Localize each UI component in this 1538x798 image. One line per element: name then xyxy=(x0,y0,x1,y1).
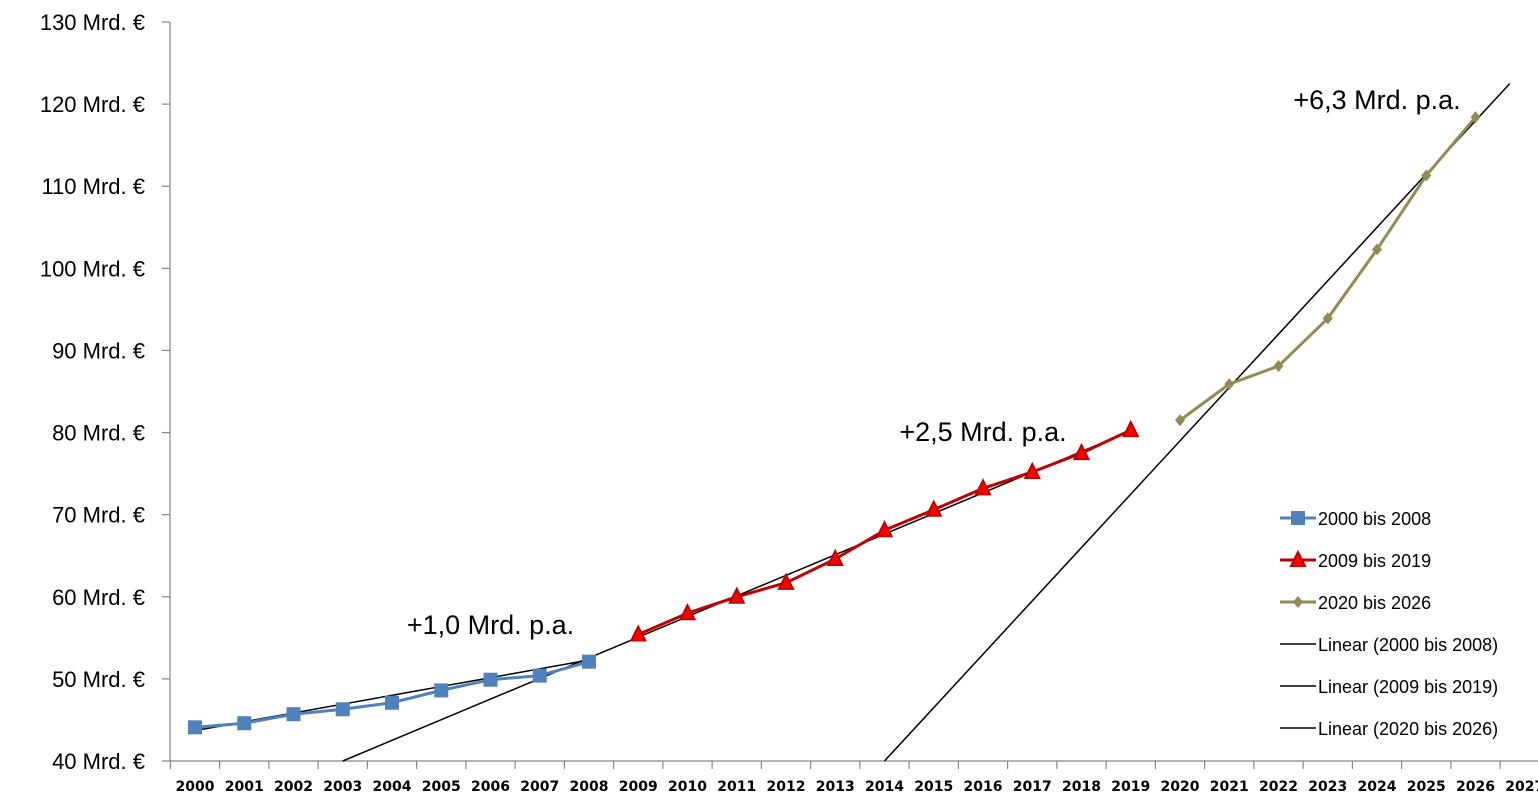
x-tick-label: 2009 xyxy=(619,779,658,795)
data-point-triangle xyxy=(1122,419,1140,438)
x-tick-label: 2002 xyxy=(274,779,313,795)
x-tick-label: 2010 xyxy=(668,779,707,795)
data-point-diamond xyxy=(1470,111,1481,124)
data-point-triangle xyxy=(925,499,943,517)
data-point-square xyxy=(335,702,350,717)
legend-entry: Linear (2000 bis 2008) xyxy=(1280,635,1498,655)
legend-label: Linear (2020 bis 2026) xyxy=(1318,719,1498,739)
data-point-diamond xyxy=(1224,378,1235,391)
series-line xyxy=(1179,116,1477,422)
data-point-triangle xyxy=(728,586,746,604)
legend-label: 2000 bis 2008 xyxy=(1318,509,1431,529)
y-tick-label: 100 Mrd. € xyxy=(40,256,145,281)
x-tick-label: 2004 xyxy=(373,779,412,795)
y-tick-label: 50 Mrd. € xyxy=(52,667,145,692)
trendlines xyxy=(194,83,1511,762)
legend-entry: 2000 bis 2008 xyxy=(1280,509,1431,529)
y-tick-label: 60 Mrd. € xyxy=(52,585,145,610)
data-point-triangle xyxy=(1289,549,1307,567)
data-point-triangle xyxy=(826,548,844,567)
legend-label: 2020 bis 2026 xyxy=(1318,593,1431,613)
data-point-square xyxy=(1291,511,1305,525)
legend-label: Linear (2000 bis 2008) xyxy=(1318,635,1498,655)
legend-entry: 2009 bis 2019 xyxy=(1280,549,1431,571)
axes: 40 Mrd. € 50 Mrd. € 60 Mrd. € 70 Mrd. € 80 M… xyxy=(40,10,1538,795)
data-point-diamond xyxy=(1293,596,1303,608)
x-tick-label: 2013 xyxy=(816,779,855,795)
x-tick-label: 2023 xyxy=(1308,779,1347,795)
x-tick-label: 2022 xyxy=(1259,779,1298,795)
x-tick-label: 2005 xyxy=(422,779,461,795)
legend-label: 2009 bis 2019 xyxy=(1318,551,1431,571)
data-point-square xyxy=(434,683,449,698)
x-tick-label: 2021 xyxy=(1210,779,1249,795)
legend-entry: Linear (2020 bis 2026) xyxy=(1280,719,1498,739)
data-point-diamond xyxy=(1421,169,1432,182)
x-tick-label: 2007 xyxy=(520,779,559,795)
data-point-diamond xyxy=(1372,243,1382,256)
x-tick-label: 2027 xyxy=(1505,779,1538,795)
data-point-diamond xyxy=(1273,360,1284,373)
data-point-diamond xyxy=(1175,414,1185,427)
x-tick-label: 2020 xyxy=(1161,779,1200,795)
x-tick-label: 2003 xyxy=(323,779,362,795)
series-line xyxy=(194,660,590,729)
x-tick-label: 2008 xyxy=(570,779,609,795)
data-point-square xyxy=(237,716,252,731)
x-tick-label: 2015 xyxy=(914,779,953,795)
y-tick-label: 40 Mrd. € xyxy=(52,749,145,774)
y-tick-label: 110 Mrd. € xyxy=(41,174,145,199)
y-tick-label: 120 Mrd. € xyxy=(40,92,145,117)
data-point-diamond xyxy=(1322,312,1333,325)
data-point-triangle xyxy=(1023,461,1041,479)
legend-entry: 2020 bis 2026 xyxy=(1280,593,1431,613)
data-point-triangle xyxy=(678,602,697,621)
data-point-triangle xyxy=(1072,442,1091,461)
x-tick-label: 2006 xyxy=(471,779,510,795)
x-tick-label: 2019 xyxy=(1111,779,1150,795)
series-group xyxy=(629,419,1140,642)
x-tick-label: 2011 xyxy=(717,779,756,795)
x-tick-label: 2026 xyxy=(1456,779,1495,795)
trendline xyxy=(883,83,1511,762)
series xyxy=(188,111,1481,735)
data-point-triangle xyxy=(777,572,795,590)
x-tick-label: 2025 xyxy=(1407,779,1446,795)
annotation-label: +1,0 Mrd. p.a. xyxy=(407,610,574,640)
y-tick-label: 90 Mrd. € xyxy=(52,338,145,363)
x-tick-label: 2012 xyxy=(767,779,806,795)
x-tick-label: 2017 xyxy=(1013,779,1052,795)
y-tick-label: 70 Mrd. € xyxy=(52,503,145,528)
data-point-square xyxy=(483,672,498,687)
data-point-square xyxy=(188,720,202,735)
x-tick-label: 2000 xyxy=(176,779,215,795)
annotation-label: +2,5 Mrd. p.a. xyxy=(899,417,1066,447)
annotation-label: +6,3 Mrd. p.a. xyxy=(1293,85,1460,115)
y-tick-label: 80 Mrd. € xyxy=(52,421,145,446)
data-point-square xyxy=(385,695,399,710)
x-tick-label: 2001 xyxy=(225,779,264,795)
x-tick-label: 2018 xyxy=(1062,779,1101,795)
y-tick-label: 130 Mrd. € xyxy=(40,10,145,35)
series-group xyxy=(1175,111,1481,427)
data-point-triangle xyxy=(974,478,992,496)
legend: 2000 bis 2008 2009 bis 2019 2020 bis 2026 L… xyxy=(1280,509,1498,739)
x-tick-label: 2014 xyxy=(865,779,904,795)
data-point-square xyxy=(286,707,301,722)
legend-entry: Linear (2009 bis 2019) xyxy=(1280,677,1498,697)
x-tick-label: 2016 xyxy=(964,779,1003,795)
data-point-triangle xyxy=(875,520,894,538)
data-point-triangle xyxy=(629,624,647,642)
x-tick-label: 2024 xyxy=(1358,779,1397,795)
annotations: +1,0 Mrd. p.a. +2,5 Mrd. p.a. +6,3 Mrd. p.… xyxy=(407,85,1461,640)
legend-label: Linear (2009 bis 2019) xyxy=(1318,677,1498,697)
data-point-square xyxy=(532,668,547,683)
data-point-square xyxy=(582,654,596,669)
series-group xyxy=(188,654,596,735)
